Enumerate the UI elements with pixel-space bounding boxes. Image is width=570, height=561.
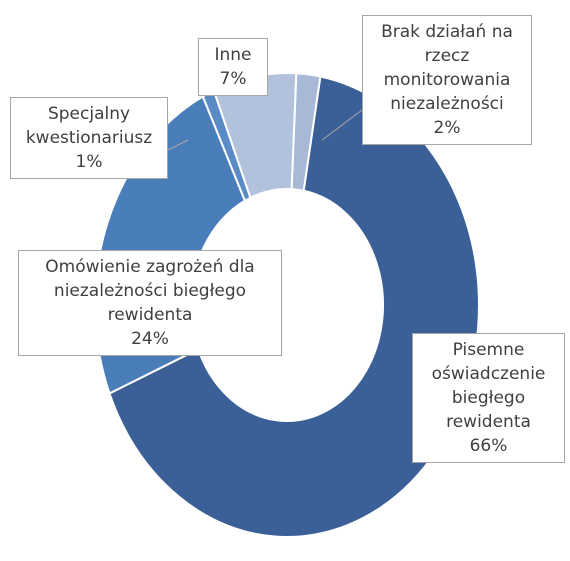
label-value: 7% [219, 69, 247, 89]
data-label: Inne 7% [198, 38, 268, 96]
label-value: 1% [75, 152, 103, 172]
data-label: Pisemne oświadczenie biegłego rewidenta 6… [412, 333, 565, 463]
leader-line [321, 109, 363, 141]
label-name: Inne [214, 45, 252, 65]
label-value: 66% [469, 436, 508, 456]
donut-slice [290, 72, 322, 192]
label-value: 24% [131, 329, 169, 349]
data-label: Specjalny kwestionariusz 1% [10, 97, 168, 179]
label-name: Specjalny kwestionariusz [25, 104, 153, 148]
label-value: 2% [433, 118, 461, 138]
label-name: Omówienie zagrożeń dla niezależności bie… [45, 257, 255, 325]
data-label: Omówienie zagrożeń dla niezależności bie… [18, 250, 282, 356]
donut-slice [108, 75, 480, 538]
leader-line [167, 139, 189, 151]
label-name: Brak działań na rzecz monitorowania niez… [381, 22, 513, 114]
data-label: Brak działań na rzecz monitorowania niez… [362, 15, 532, 145]
label-name: Pisemne oświadczenie biegłego rewidenta [431, 340, 546, 432]
